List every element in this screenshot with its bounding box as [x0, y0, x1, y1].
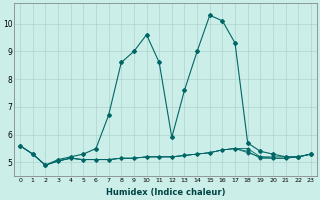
X-axis label: Humidex (Indice chaleur): Humidex (Indice chaleur): [106, 188, 225, 197]
